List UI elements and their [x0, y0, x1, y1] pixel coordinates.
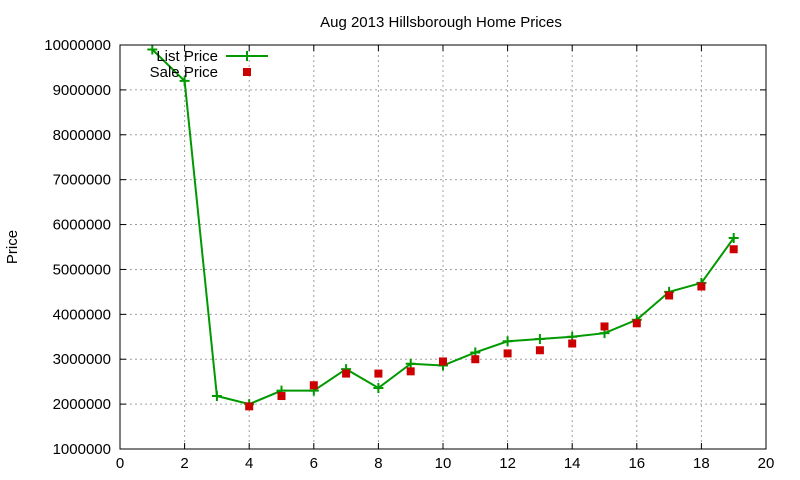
x-tick-label-0: 0: [116, 455, 124, 472]
y-axis-label: Price: [4, 230, 21, 264]
series-1-point-6: [439, 357, 447, 366]
plot-frame: [119, 44, 767, 450]
x-tick-label-4: 8: [374, 455, 382, 472]
x-tick-label-8: 16: [628, 455, 645, 472]
series-0-point-2: [211, 391, 222, 402]
y-tick-label-1: 2000000: [53, 396, 111, 413]
y-tick-label-6: 7000000: [53, 172, 111, 189]
y-tick-label-3: 4000000: [53, 306, 111, 323]
y-tick-label-2: 3000000: [53, 351, 111, 368]
x-tick-label-7: 14: [564, 455, 581, 472]
x-tick-label-6: 12: [499, 455, 516, 472]
series-1: [245, 245, 738, 411]
series-0-point-7: [373, 382, 384, 393]
x-tick-label-5: 10: [435, 455, 452, 472]
x-tick-label-2: 4: [245, 455, 253, 472]
series-1-point-3: [342, 369, 351, 378]
x-tick-label-3: 6: [310, 455, 318, 472]
series-1-point-15: [729, 245, 738, 254]
series-1-point-13: [665, 291, 674, 300]
x-tick-label-1: 2: [180, 455, 188, 472]
series-1-point-5: [406, 367, 415, 376]
series-0-point-11: [502, 336, 513, 347]
plot-area: [147, 44, 739, 411]
series-1-point-0: [245, 402, 254, 411]
legend-label-1: Sale Price: [150, 64, 218, 81]
series-0-point-1: [179, 75, 190, 86]
grid-lines: [120, 45, 766, 449]
series-1-point-11: [600, 322, 609, 331]
series-0-point-0: [147, 44, 158, 55]
y-tick-label-7: 8000000: [53, 127, 111, 144]
legend-swatch-marker-0: [242, 51, 252, 61]
legend-label-0: List Price: [156, 48, 218, 65]
x-tick-label-10: 20: [758, 455, 775, 472]
series-0-point-12: [534, 334, 545, 345]
series-0-point-8: [405, 358, 416, 369]
y-tick-label-8: 9000000: [53, 82, 111, 99]
series-1-point-8: [503, 349, 512, 358]
chart-title: Aug 2013 Hillsborough Home Prices: [320, 14, 562, 31]
legend-swatch-marker-1: [243, 68, 251, 76]
series-1-point-12: [632, 319, 641, 328]
series-0-point-18: [728, 233, 739, 244]
series-1-point-1: [277, 392, 286, 401]
series-1-point-9: [535, 346, 544, 355]
y-tick-label-9: 10000000: [44, 37, 111, 54]
axis-ticks: 0 2 4 6 8 10 12 14 16 18 20 1000000 2000000 3000000 40…: [44, 37, 774, 472]
series-1-point-10: [568, 339, 577, 348]
series-1-point-4: [374, 369, 383, 378]
y-tick-label-5: 6000000: [53, 217, 111, 234]
y-tick-label-0: 1000000: [53, 441, 111, 458]
series-1-point-7: [471, 355, 480, 364]
x-tick-label-9: 18: [693, 455, 710, 472]
series-1-point-2: [309, 381, 318, 390]
y-tick-label-4: 5000000: [53, 261, 111, 278]
series-1-point-14: [697, 282, 706, 291]
